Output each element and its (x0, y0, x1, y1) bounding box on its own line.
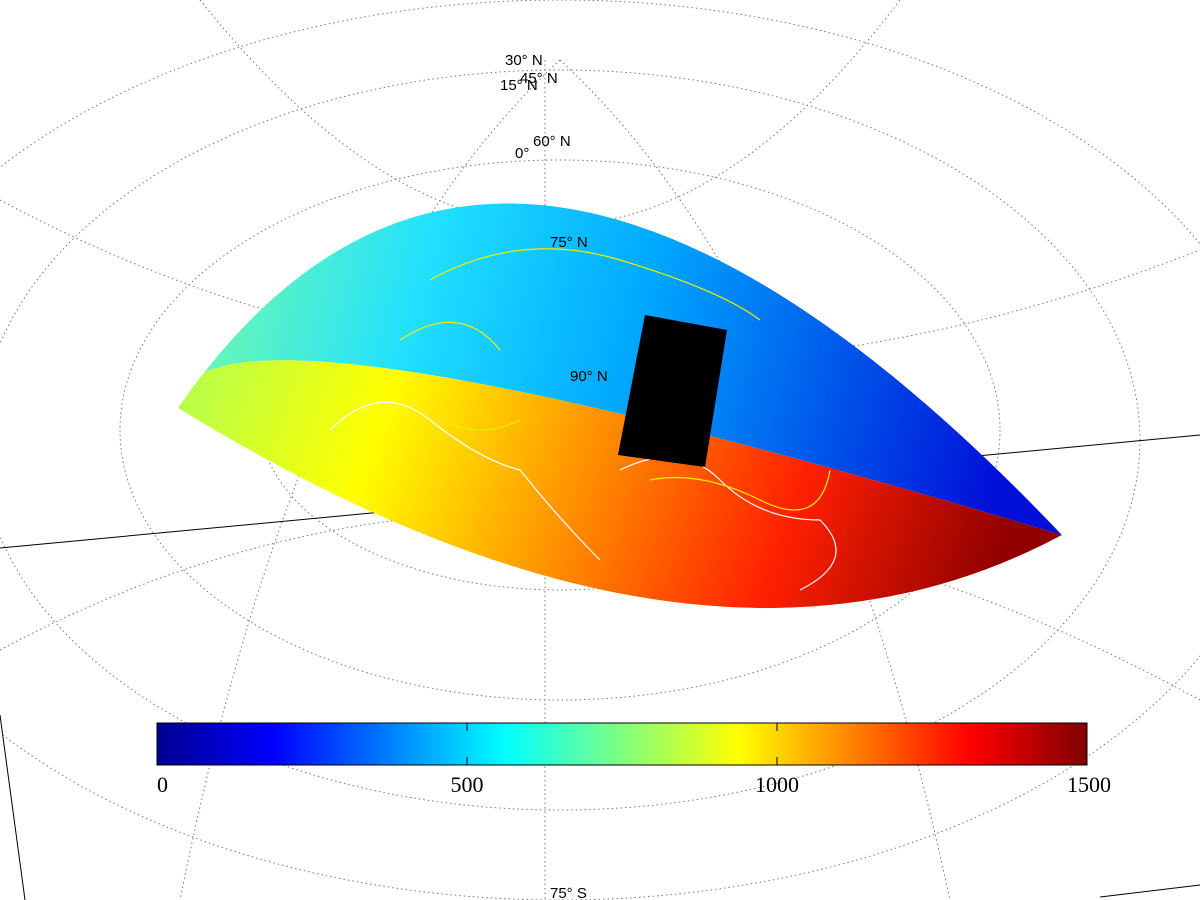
colorbar (156, 722, 1088, 766)
latitude-label: 0° (515, 145, 529, 162)
surface (178, 203, 1062, 609)
latitude-label: 75° S (550, 885, 587, 900)
axis-line (1099, 884, 1200, 898)
latitude-label: 15° N (500, 77, 538, 94)
colorbar-tick-label: 1000 (755, 772, 799, 797)
colorbar-tick-label: 1500 (1067, 772, 1111, 797)
latitude-label: 30° N (505, 52, 543, 69)
latitude-label: 90° N (570, 368, 608, 385)
latitude-label: 45° N (520, 70, 558, 87)
axis-line (0, 714, 26, 900)
colorbar-tick-label: 0 (157, 772, 168, 797)
colorbar-tick-label: 500 (451, 772, 484, 797)
data-gap (618, 315, 727, 467)
latitude-label: 60° N (533, 133, 571, 150)
latitude-label: 75° N (550, 234, 588, 251)
